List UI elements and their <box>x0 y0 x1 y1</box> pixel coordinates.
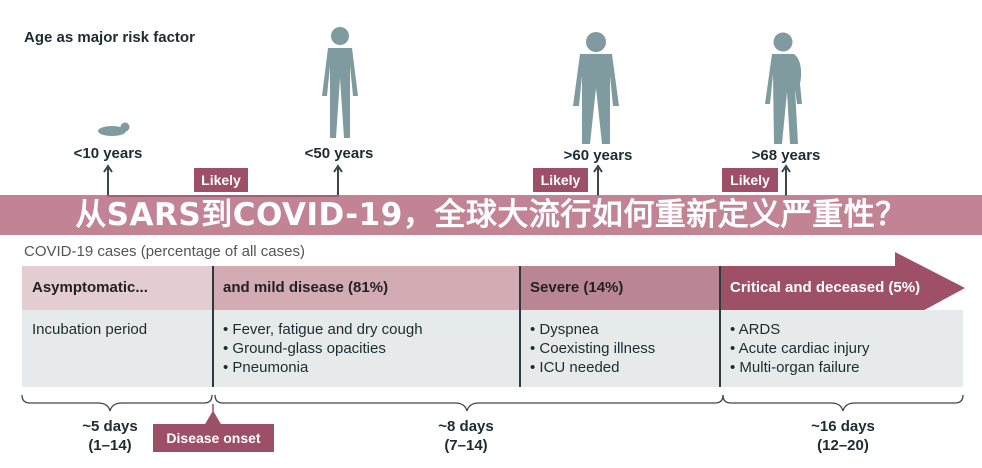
cell-item: • Dyspnea <box>530 321 599 338</box>
onset-pointer <box>204 404 222 425</box>
divider <box>719 266 721 387</box>
divider <box>212 266 214 387</box>
cell-item: • Pneumonia <box>223 359 309 376</box>
header-severe: Severe (14%) <box>520 266 720 310</box>
baby-icon <box>98 122 130 136</box>
elderly-icon <box>765 32 802 144</box>
cell-item: Incubation period <box>32 321 148 338</box>
period-critical: ~16 days (12–20) <box>811 417 875 455</box>
divider <box>519 266 521 387</box>
cell-severe: • Dyspnea • Coexisting illness • ICU nee… <box>520 310 720 387</box>
older-adult-icon <box>573 32 619 144</box>
title-banner <box>0 195 982 235</box>
cell-mild: • Fever, fatigue and dry cough • Ground-… <box>213 310 520 387</box>
banner-title: 从SARS到COVID-19，全球大流行如何重新定义严重性？ <box>75 197 907 233</box>
cell-critical: • ARDS • Acute cardiac injury • Multi-or… <box>720 310 963 387</box>
age-label: >60 years <box>563 147 633 164</box>
period-duration: ~5 days <box>82 418 138 435</box>
age-label: <10 years <box>73 145 143 162</box>
likely-label: Likely <box>194 168 248 192</box>
disease-onset-label: Disease onset <box>153 424 274 452</box>
header-critical: Critical and deceased (5%) <box>730 279 921 296</box>
header-asymptomatic: Asymptomatic... <box>22 266 213 310</box>
period-range: (1–14) <box>88 437 132 454</box>
age-section-title: Age as major risk factor <box>24 29 195 46</box>
critical-arrow <box>720 252 965 326</box>
period-incubation: ~5 days (1–14) <box>82 417 137 455</box>
cases-title: COVID-19 cases (percentage of all cases) <box>24 243 305 260</box>
cell-item: • Ground-glass opacities <box>223 340 386 357</box>
cell-item: • Multi-organ failure <box>730 359 860 376</box>
header-mild: and mild disease (81%) <box>213 266 520 310</box>
adult-icon <box>322 27 358 138</box>
cell-item: • Fever, fatigue and dry cough <box>223 321 423 338</box>
age-label: >68 years <box>751 147 821 164</box>
cell-item: • Acute cardiac injury <box>730 340 870 357</box>
cell-item: • ICU needed <box>530 359 620 376</box>
period-duration: ~8 days <box>438 418 494 435</box>
timeline-braces <box>21 394 964 412</box>
period-duration: ~16 days <box>811 418 875 435</box>
period-range: (7–14) <box>444 437 488 454</box>
age-label: <50 years <box>304 145 374 162</box>
likely-label: Likely <box>722 168 778 192</box>
cell-asymptomatic: Incubation period <box>22 310 213 387</box>
period-range: (12–20) <box>817 437 869 454</box>
period-mild: ~8 days (7–14) <box>438 417 493 455</box>
cell-item: • ARDS <box>730 321 781 338</box>
likely-label: Likely <box>533 168 588 192</box>
cell-item: • Coexisting illness <box>530 340 656 357</box>
